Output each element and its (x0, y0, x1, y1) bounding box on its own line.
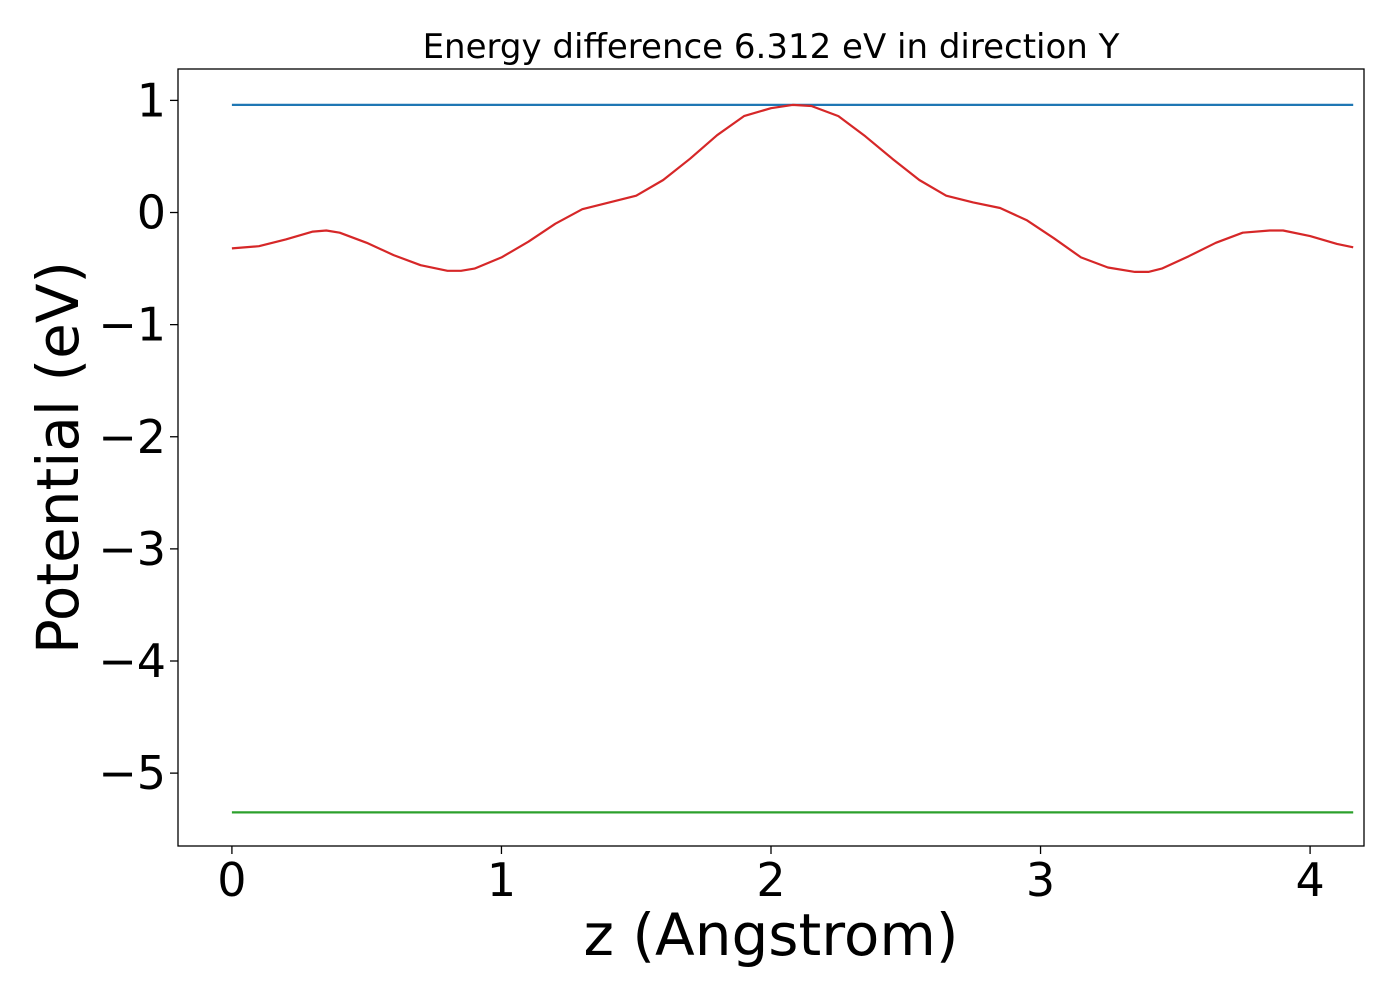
chart-title: Energy difference 6.312 eV in direction … (423, 27, 1120, 67)
x-tick-label: 0 (217, 853, 246, 907)
series-line-potential (231, 103, 1354, 273)
y-tick-label: −5 (98, 746, 166, 800)
x-tick-label: 3 (1026, 853, 1055, 907)
y-axis-ticks: 1 0 −1 −2 −3 −4 −5 (98, 73, 178, 800)
y-tick-label: −2 (98, 410, 166, 464)
x-axis-label: z (Angstrom) (584, 901, 959, 969)
y-tick-label: −4 (98, 634, 166, 688)
x-tick-label: 1 (487, 853, 516, 907)
plot-frame (177, 68, 1365, 847)
x-axis-ticks: 0 1 2 3 4 (217, 846, 1325, 907)
series-layer (231, 103, 1354, 814)
y-axis-label: Potential (eV) (24, 261, 92, 654)
y-tick-label: 0 (137, 186, 166, 240)
y-tick-label: 1 (137, 73, 166, 127)
y-tick-label: −3 (98, 522, 166, 576)
x-tick-label: 4 (1295, 853, 1324, 907)
x-tick-label: 2 (756, 853, 785, 907)
y-tick-label: −1 (98, 298, 166, 352)
